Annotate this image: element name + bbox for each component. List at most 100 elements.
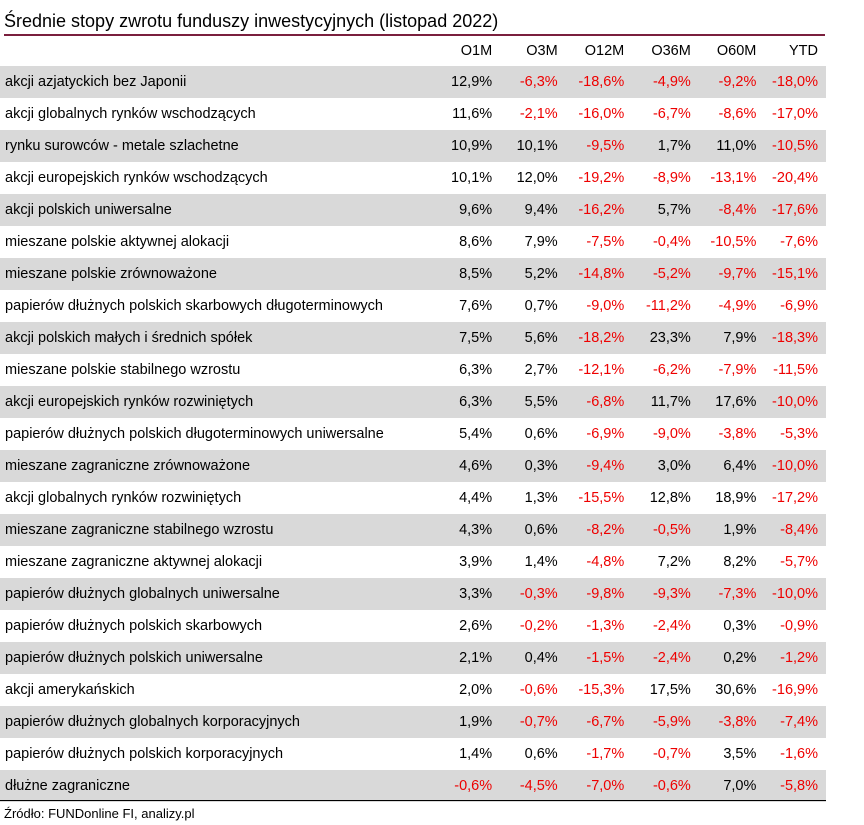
cell-o36m: -5,2% <box>624 258 691 290</box>
cell-o3m: -2,1% <box>519 106 558 122</box>
cell-o36m: -11,2% <box>645 298 691 314</box>
column-header-o60m: O60M <box>716 43 757 59</box>
column-header-o1m: O1M <box>460 43 493 59</box>
cell-o1m: 10,9% <box>427 130 493 162</box>
cell-o1m: -0,6% <box>427 770 493 802</box>
fund-category-name: rynku surowców - metale szlachetne <box>0 130 428 162</box>
fund-category-name: mieszane zagraniczne zrównoważone <box>0 450 428 482</box>
fund-category-name: akcji europejskich rynków wschodzących <box>5 170 268 186</box>
cell-o60m: -3,8% <box>690 706 757 738</box>
fund-category-name: akcji amerykańskich <box>5 682 135 698</box>
cell-o60m: -10,5% <box>710 234 757 250</box>
table-bottom-divider <box>0 800 826 801</box>
cell-ytd: -11,5% <box>773 362 818 378</box>
cell-o1m: 8,5% <box>427 258 493 290</box>
cell-ytd: -10,0% <box>756 386 826 418</box>
cell-o3m: 2,7% <box>524 362 558 378</box>
cell-o60m: 0,3% <box>723 618 757 634</box>
cell-o60m: 8,2% <box>723 554 757 570</box>
cell-ytd: -15,1% <box>756 258 826 290</box>
cell-o36m: 17,5% <box>649 682 691 698</box>
cell-o1m: 2,6% <box>459 618 493 634</box>
fund-category-name: papierów dłużnych polskich korporacyjnyc… <box>5 746 284 762</box>
cell-o1m: 1,4% <box>459 746 493 762</box>
cell-o12m: -16,0% <box>578 106 625 122</box>
cell-o12m: -18,6% <box>557 66 625 98</box>
cell-o1m: 2,1% <box>427 642 493 674</box>
cell-o12m: -1,7% <box>586 746 625 762</box>
cell-o60m: -7,9% <box>718 362 757 378</box>
fund-category-name: akcji europejskich rynków rozwiniętych <box>0 386 428 418</box>
cell-o1m: 4,4% <box>459 490 493 506</box>
fund-category-name: papierów dłużnych polskich skarbowych dł… <box>5 298 383 314</box>
cell-o36m: -6,7% <box>652 106 691 122</box>
cell-o12m: -6,8% <box>557 386 625 418</box>
cell-o36m: -0,6% <box>624 770 691 802</box>
cell-ytd: -18,0% <box>756 66 826 98</box>
table-row: mieszane zagraniczne stabilnego wzrostu 4… <box>0 514 826 546</box>
cell-o1m: 10,1% <box>451 170 493 186</box>
cell-o12m: -12,1% <box>578 362 625 378</box>
cell-o12m: -9,5% <box>557 130 625 162</box>
cell-o3m: -0,3% <box>492 578 558 610</box>
cell-o3m: -0,2% <box>519 618 558 634</box>
cell-o1m: 1,9% <box>427 706 493 738</box>
fund-category-name: mieszane polskie zrównoważone <box>0 258 428 290</box>
cell-ytd: -10,5% <box>756 130 826 162</box>
cell-o12m: -1,5% <box>557 642 625 674</box>
cell-ytd: -0,9% <box>780 618 818 634</box>
cell-o36m: -2,4% <box>624 642 691 674</box>
cell-o12m: -15,3% <box>578 682 625 698</box>
cell-o36m: 3,0% <box>624 450 691 482</box>
cell-o60m: -13,1% <box>710 170 757 186</box>
cell-ytd: -5,3% <box>780 426 818 442</box>
cell-o12m: -15,5% <box>578 490 625 506</box>
table-row: dłużne zagraniczne -0,6% -4,5% -7,0% -0,6% 7,… <box>0 770 826 802</box>
cell-o12m: -8,2% <box>557 514 625 546</box>
cell-o36m: -0,5% <box>624 514 691 546</box>
table-row: akcji europejskich rynków wschodzących 10… <box>0 162 826 194</box>
cell-o60m: -3,8% <box>718 426 757 442</box>
cell-o60m: 11,0% <box>690 130 757 162</box>
cell-ytd: -1,6% <box>780 746 818 762</box>
cell-o60m: -8,6% <box>718 106 757 122</box>
table-row: papierów dłużnych polskich uniwersalne 2,… <box>0 642 826 674</box>
cell-o3m: 0,7% <box>524 298 558 314</box>
cell-o1m: 12,9% <box>427 66 493 98</box>
cell-o3m: -6,3% <box>492 66 558 98</box>
fund-category-name: papierów dłużnych globalnych uniwersalne <box>0 578 428 610</box>
table-row: mieszane polskie aktywnej alokacji 8,6% 7,… <box>0 226 826 258</box>
cell-o36m: -9,3% <box>624 578 691 610</box>
cell-ytd: -20,4% <box>772 170 818 186</box>
fund-category-name: papierów dłużnych polskich uniwersalne <box>0 642 428 674</box>
cell-o36m: 12,8% <box>649 490 691 506</box>
cell-o60m: 1,9% <box>690 514 757 546</box>
cell-o12m: -9,8% <box>557 578 625 610</box>
fund-category-name: papierów dłużnych globalnych korporacyjn… <box>0 706 428 738</box>
cell-ytd: -5,7% <box>780 554 818 570</box>
cell-o36m: -0,4% <box>652 234 691 250</box>
cell-o60m: 17,6% <box>690 386 757 418</box>
cell-o12m: -6,7% <box>557 706 625 738</box>
cell-o3m: 12,0% <box>516 170 558 186</box>
table-row: akcji polskich małych i średnich spółek 7… <box>0 322 826 354</box>
cell-o12m: -7,5% <box>586 234 625 250</box>
cell-o12m: -4,8% <box>586 554 625 570</box>
cell-o3m: 7,9% <box>524 234 558 250</box>
cell-o36m: 23,3% <box>624 322 691 354</box>
cell-ytd: -17,2% <box>772 490 818 506</box>
cell-ytd: -8,4% <box>756 514 826 546</box>
cell-o3m: 1,4% <box>524 554 558 570</box>
fund-category-name: mieszane zagraniczne aktywnej alokacji <box>5 554 263 570</box>
cell-o36m: -5,9% <box>624 706 691 738</box>
column-header-o36m: O36M <box>651 43 691 59</box>
cell-o1m: 7,5% <box>427 322 493 354</box>
cell-o12m: -19,2% <box>578 170 625 186</box>
cell-o60m: 18,9% <box>715 490 757 506</box>
cell-o3m: -0,6% <box>519 682 558 698</box>
cell-o3m: 0,6% <box>524 426 558 442</box>
cell-o1m: 11,6% <box>452 106 493 122</box>
table-row: rynku surowców - metale szlachetne 10,9% 1… <box>0 130 826 162</box>
table-row: mieszane zagraniczne zrównoważone 4,6% 0,3… <box>0 450 826 482</box>
cell-o1m: 6,3% <box>427 386 493 418</box>
